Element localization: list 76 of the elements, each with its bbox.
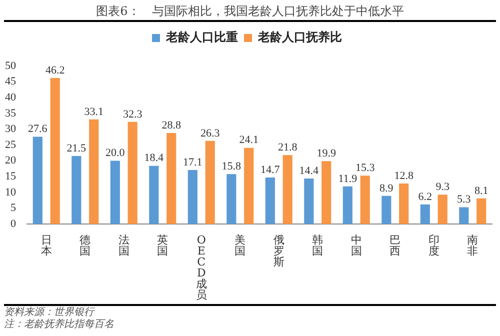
x-tick-label: 中国: [350, 233, 362, 258]
y-tick-label: 25: [5, 138, 16, 151]
chart-title: 图表6： 与国际相比，我国老龄人口抚养比处于中低水平: [4, 2, 496, 22]
data-label: 6.2: [418, 190, 432, 203]
bar: [476, 198, 486, 224]
bar: [360, 176, 370, 224]
x-tick-label: 南非: [467, 233, 478, 258]
data-label: 15.3: [355, 162, 376, 174]
text: 注：老龄抚养比指每百名: [4, 319, 115, 331]
x-tick-label: 德国: [80, 233, 91, 258]
x-tick-label: 巴西: [390, 233, 401, 258]
y-tick-label: 0: [10, 218, 16, 230]
data-label: 28.8: [162, 119, 182, 132]
x-tick-label: 韩国: [312, 233, 324, 258]
x-tick-label: 日本: [40, 233, 52, 258]
bar: [420, 204, 430, 224]
y-tick-label: 5: [10, 202, 16, 214]
data-label: 8.9: [380, 182, 394, 194]
data-label: 5.3: [457, 194, 472, 206]
y-tick-label: 35: [5, 107, 16, 120]
y-tick-label: 15: [5, 170, 16, 182]
bar: [128, 122, 138, 224]
bar: [110, 160, 120, 224]
x-tick-label: 法国: [118, 233, 130, 258]
bar: [89, 119, 99, 224]
y-tick-label: 45: [5, 76, 16, 88]
x-tick-label: OECD成员: [196, 233, 207, 302]
bar: [149, 166, 159, 224]
bar: [72, 156, 82, 224]
y-tick-label: 50: [5, 60, 16, 72]
bar: [205, 140, 215, 224]
bar: [322, 161, 332, 224]
data-label: 8.1: [474, 184, 488, 197]
data-label: 15.8: [222, 160, 242, 172]
y-tick-label: 10: [5, 186, 16, 198]
bar: [166, 132, 176, 224]
data-label: 27.6: [28, 123, 48, 136]
bar: [438, 194, 448, 224]
bar: [50, 78, 60, 224]
data-label: 17.1: [183, 156, 202, 168]
data-label: 14.4: [299, 164, 320, 177]
y-tick-label: 40: [5, 91, 16, 104]
bar: [382, 196, 392, 224]
data-label: 26.3: [200, 127, 220, 140]
legend-label: 老龄人口比重: [165, 30, 238, 44]
bar: [265, 178, 275, 224]
data-label: 20.0: [106, 147, 126, 160]
data-label: 19.9: [316, 148, 336, 160]
x-tick-label: 印度: [428, 233, 440, 258]
bar: [244, 148, 254, 224]
bar: [188, 170, 198, 224]
data-label: 33.1: [84, 106, 104, 118]
x-tick-label: 俄罗斯: [273, 233, 284, 268]
bar: [304, 178, 314, 224]
bar: [282, 155, 292, 224]
x-tick-label: 美国: [234, 233, 246, 258]
data-label: 32.3: [122, 108, 143, 120]
y-tick-label: 30: [5, 123, 16, 136]
text: 资料来源：世界银行: [4, 307, 96, 318]
bar: [459, 207, 469, 224]
y-tick-label: 20: [5, 154, 16, 167]
bar: [399, 184, 409, 224]
x-tick-label: 英国: [157, 233, 168, 258]
data-label: 9.3: [436, 181, 450, 194]
data-label: 18.4: [144, 152, 164, 164]
data-label: 21.5: [66, 142, 87, 154]
bar: [342, 186, 352, 224]
legend-label: 老龄人口抚养比: [257, 30, 342, 44]
data-label: 11.9: [338, 172, 358, 185]
bar: [32, 136, 42, 224]
bar: [226, 174, 236, 224]
data-label: 12.8: [394, 170, 414, 182]
data-label: 46.2: [45, 64, 65, 76]
data-label: 24.1: [239, 134, 258, 146]
data-label: 14.7: [260, 164, 280, 176]
data-label: 21.8: [278, 142, 298, 154]
